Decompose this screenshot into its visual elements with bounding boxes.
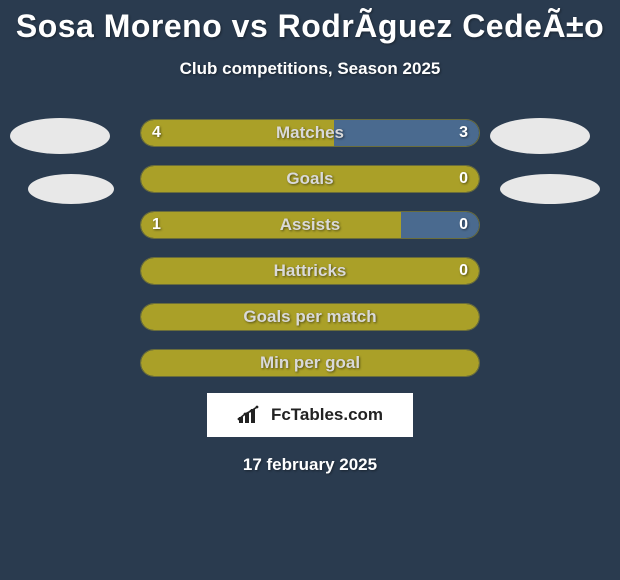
date-label: 17 february 2025 bbox=[0, 455, 620, 475]
stat-label: Min per goal bbox=[140, 349, 480, 377]
stat-label: Goals per match bbox=[140, 303, 480, 331]
stat-label: Goals bbox=[140, 165, 480, 193]
attribution-text: FcTables.com bbox=[271, 405, 383, 425]
subtitle: Club competitions, Season 2025 bbox=[0, 59, 620, 79]
stat-value-right: 0 bbox=[459, 165, 468, 193]
stat-label: Matches bbox=[140, 119, 480, 147]
attribution-badge: FcTables.com bbox=[207, 393, 413, 437]
stat-label: Hattricks bbox=[140, 257, 480, 285]
page-title: Sosa Moreno vs RodrÃ­guez CedeÃ±o bbox=[0, 0, 620, 45]
stat-value-left: 1 bbox=[152, 211, 161, 239]
stat-row-matches: Matches4 3 bbox=[140, 119, 480, 147]
stat-row-hattricks: Hattricks0 bbox=[140, 257, 480, 285]
stat-label: Assists bbox=[140, 211, 480, 239]
stat-row-goals-per-match: Goals per match bbox=[140, 303, 480, 331]
stat-row-min-per-goal: Min per goal bbox=[140, 349, 480, 377]
chart-icon bbox=[237, 405, 265, 425]
stat-value-right: 0 bbox=[459, 211, 468, 239]
stat-value-left: 4 bbox=[152, 119, 161, 147]
stat-value-right: 0 bbox=[459, 257, 468, 285]
stat-value-right: 3 bbox=[459, 119, 468, 147]
stat-row-goals: Goals0 bbox=[140, 165, 480, 193]
stats-container: Matches43Goals0Assists10Hattricks0Goals … bbox=[0, 119, 620, 377]
stat-row-assists: Assists1 0 bbox=[140, 211, 480, 239]
